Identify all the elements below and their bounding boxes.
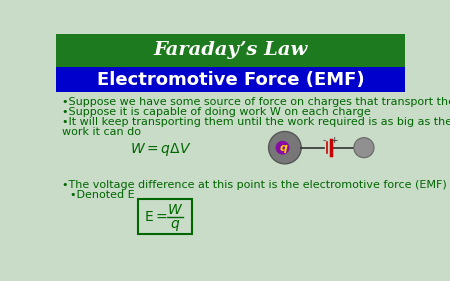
Text: $q$: $q$ [170, 218, 180, 233]
Text: $W$: $W$ [167, 203, 183, 217]
Text: •It will keep transporting them until the work required is as big as the: •It will keep transporting them until th… [63, 117, 450, 127]
Text: •Denoted E: •Denoted E [70, 190, 135, 200]
Text: •Suppose it is capable of doing work W on each charge: •Suppose it is capable of doing work W o… [63, 107, 371, 117]
Circle shape [275, 141, 289, 155]
Text: work it can do: work it can do [63, 127, 141, 137]
Text: •Suppose we have some source of force on charges that transport them: •Suppose we have some source of force on… [63, 97, 450, 107]
Text: -: - [323, 136, 326, 145]
FancyBboxPatch shape [56, 34, 405, 67]
Text: +: + [330, 136, 338, 145]
Text: •The voltage difference at this point is the electromotive force (EMF): •The voltage difference at this point is… [63, 180, 447, 190]
Text: Faraday’s Law: Faraday’s Law [153, 41, 308, 59]
FancyBboxPatch shape [56, 67, 405, 92]
Circle shape [354, 138, 374, 158]
Text: $\mathrm{E} =$: $\mathrm{E} =$ [144, 210, 167, 224]
FancyBboxPatch shape [138, 199, 192, 234]
Text: Electromotive Force (EMF): Electromotive Force (EMF) [97, 71, 365, 89]
Text: $W = q\Delta V$: $W = q\Delta V$ [130, 141, 191, 158]
Circle shape [269, 132, 301, 164]
Text: q: q [279, 143, 288, 153]
